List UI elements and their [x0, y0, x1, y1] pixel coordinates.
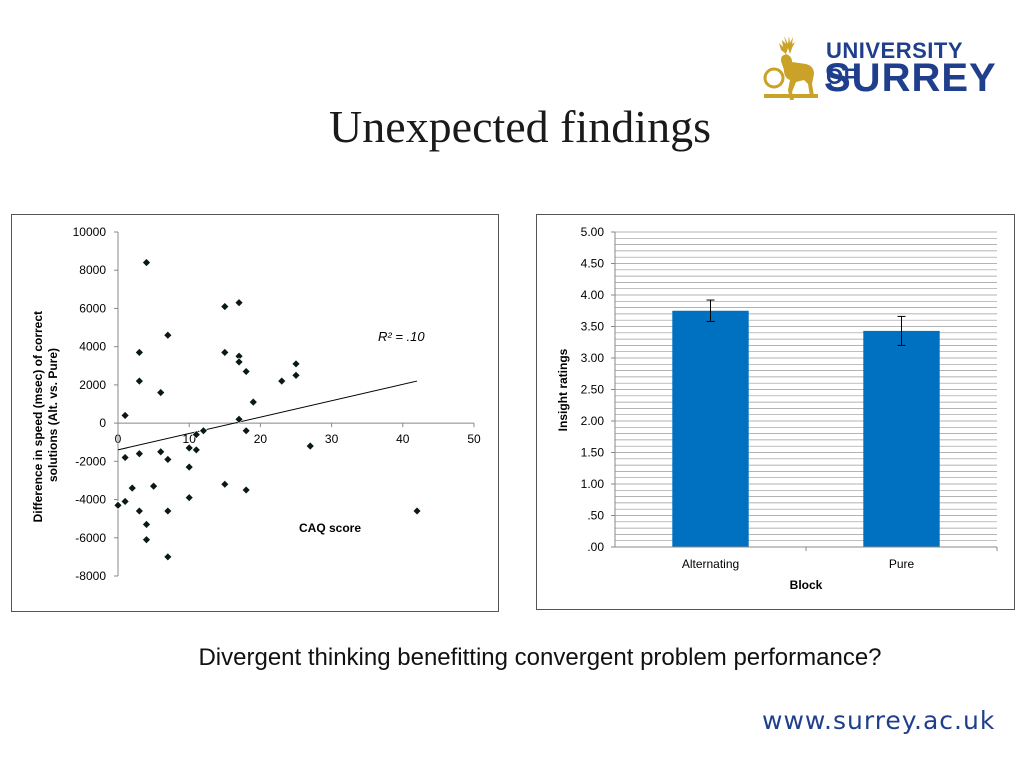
y-axis-label: Insight ratings — [556, 348, 570, 431]
y-tick-label: 2000 — [79, 378, 106, 392]
scatter-point — [134, 376, 144, 386]
scatter-point — [248, 397, 258, 407]
scatter-point — [191, 430, 201, 440]
scatter-point — [163, 330, 173, 340]
x-axis-label: Block — [790, 578, 823, 592]
x-tick-label: 20 — [254, 432, 268, 446]
scatter-point — [234, 298, 244, 308]
scatter-point — [241, 426, 251, 436]
scatter-point — [220, 347, 230, 357]
y-tick-label: 10000 — [73, 225, 107, 239]
scatter-chart-panel: 10000 8000 6000 4000 2000 0 -2000 -4000 -6000 -80… — [11, 214, 499, 612]
scatter-point — [120, 453, 130, 462]
y-tick-label: -8000 — [75, 569, 106, 583]
scatter-point — [142, 535, 151, 545]
x-axis-label: CAQ score — [299, 521, 361, 535]
y-tick-label: 3.50 — [581, 320, 605, 334]
scatter-point — [163, 506, 173, 516]
x-tick-label: 50 — [467, 432, 481, 446]
y-tick-label: 1.00 — [581, 477, 605, 491]
scatter-point — [220, 479, 230, 489]
logo-line-1: UNIVERSITY OF — [826, 38, 963, 89]
scatter-point — [277, 376, 287, 386]
bar-chart: 5.00 4.50 4.00 3.50 3.00 2.50 2.00 1.50 1.00 .50.… — [556, 225, 998, 592]
stag-icon — [763, 36, 818, 100]
university-logo: UNIVERSITY OF SURREY — [760, 32, 1000, 104]
slide-question: Divergent thinking benefitting convergen… — [198, 644, 882, 671]
scatter-point — [191, 445, 201, 455]
y-tick-label: -6000 — [75, 531, 106, 545]
trendline — [117, 380, 418, 451]
scatter-point — [120, 497, 130, 506]
y-tick-label: 6000 — [79, 301, 106, 315]
scatter-point — [184, 493, 194, 503]
scatter-point — [142, 519, 151, 529]
y-tick-label: 0 — [99, 416, 106, 430]
y-tick-label: 8000 — [79, 263, 106, 277]
x-tick-label: 10 — [183, 432, 197, 446]
y-tick-label: 3.00 — [581, 351, 605, 365]
scatter-point — [291, 370, 301, 380]
scatter-point — [120, 411, 130, 420]
y-tick-label: .50 — [587, 509, 604, 523]
y-tick-label: -2000 — [75, 454, 106, 468]
category-label: Alternating — [682, 557, 739, 571]
bar — [863, 330, 940, 547]
scatter-point — [163, 552, 173, 562]
scatter-point — [142, 258, 151, 268]
scatter-chart: 10000 8000 6000 4000 2000 0 -2000 -4000 -6000 -80… — [31, 225, 481, 583]
y-tick-label: -4000 — [75, 493, 106, 507]
scatter-point — [184, 462, 194, 472]
scatter-point — [234, 357, 244, 367]
scatter-point — [305, 441, 315, 451]
y-tick-label: 2.50 — [581, 383, 605, 397]
category-label: Pure — [889, 557, 915, 571]
y-tick-label: .00 — [587, 540, 604, 554]
scatter-point — [234, 414, 244, 424]
scatter-point — [134, 449, 144, 459]
scatter-point — [149, 481, 159, 491]
slide-title: Unexpected findings — [329, 101, 711, 152]
scatter-point — [156, 447, 166, 457]
y-tick-label: 2.00 — [581, 414, 605, 428]
scatter-point — [156, 388, 166, 397]
scatter-point — [412, 506, 422, 516]
bar-chart-panel: 5.00 4.50 4.00 3.50 3.00 2.50 2.00 1.50 1.00 .50.… — [536, 214, 1015, 610]
y-tick-label: 4.50 — [581, 257, 605, 271]
y-tick-label: 4.00 — [581, 288, 605, 302]
r-squared-annotation: R² = .10 — [378, 329, 425, 344]
scatter-point — [127, 483, 137, 493]
scatter-point — [241, 485, 251, 495]
y-tick-label: 4000 — [79, 340, 106, 354]
bar — [672, 310, 749, 547]
x-tick-label: 30 — [325, 432, 339, 446]
scatter-point — [113, 500, 123, 510]
scatter-point — [134, 347, 144, 357]
scatter-point — [199, 426, 208, 436]
x-tick-label: 40 — [396, 432, 410, 446]
y-axis-label: Difference in speed (msec) of correct so… — [31, 308, 60, 523]
scatter-point — [163, 454, 173, 464]
scatter-point — [291, 359, 301, 369]
scatter-point — [134, 506, 144, 516]
y-tick-label: 5.00 — [581, 225, 605, 239]
scatter-point — [220, 302, 230, 311]
scatter-point — [241, 367, 251, 376]
scatter-point — [184, 443, 194, 453]
website-url[interactable]: www.surrey.ac.uk — [762, 706, 996, 735]
y-tick-label: 1.50 — [581, 446, 605, 460]
logo-line-2: SURREY — [824, 56, 997, 100]
